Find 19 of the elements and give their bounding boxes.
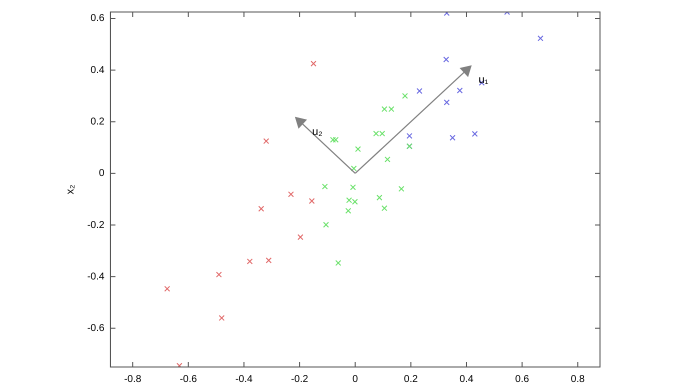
x-tick-label: -0.2 — [290, 374, 309, 385]
annotation: u₁ — [478, 74, 489, 86]
x-tick-label: -0.6 — [180, 374, 198, 385]
x-tick-label: -0.4 — [235, 374, 254, 385]
x-tick-label: 0.8 — [570, 374, 586, 385]
x-tick-label: 0.6 — [515, 374, 530, 385]
x-tick-label: 0.2 — [404, 374, 418, 385]
y-tick-label: -0.6 — [87, 323, 105, 334]
y-tick-label: 0.2 — [90, 116, 105, 128]
x-tick-label: 0 — [352, 374, 358, 385]
annotation: u₂ — [312, 126, 323, 138]
y-tick-label: -0.4 — [87, 271, 105, 282]
x-tick-label: 0.4 — [460, 374, 474, 385]
y-tick-label: -0.2 — [87, 220, 105, 231]
y-tick-label: 0.6 — [90, 13, 105, 24]
x-tick-label: -0.8 — [124, 374, 142, 385]
y-tick-label: 0.4 — [90, 64, 105, 76]
y-axis-title: x₂ — [64, 184, 77, 194]
y-tick-label: 0 — [98, 168, 105, 180]
